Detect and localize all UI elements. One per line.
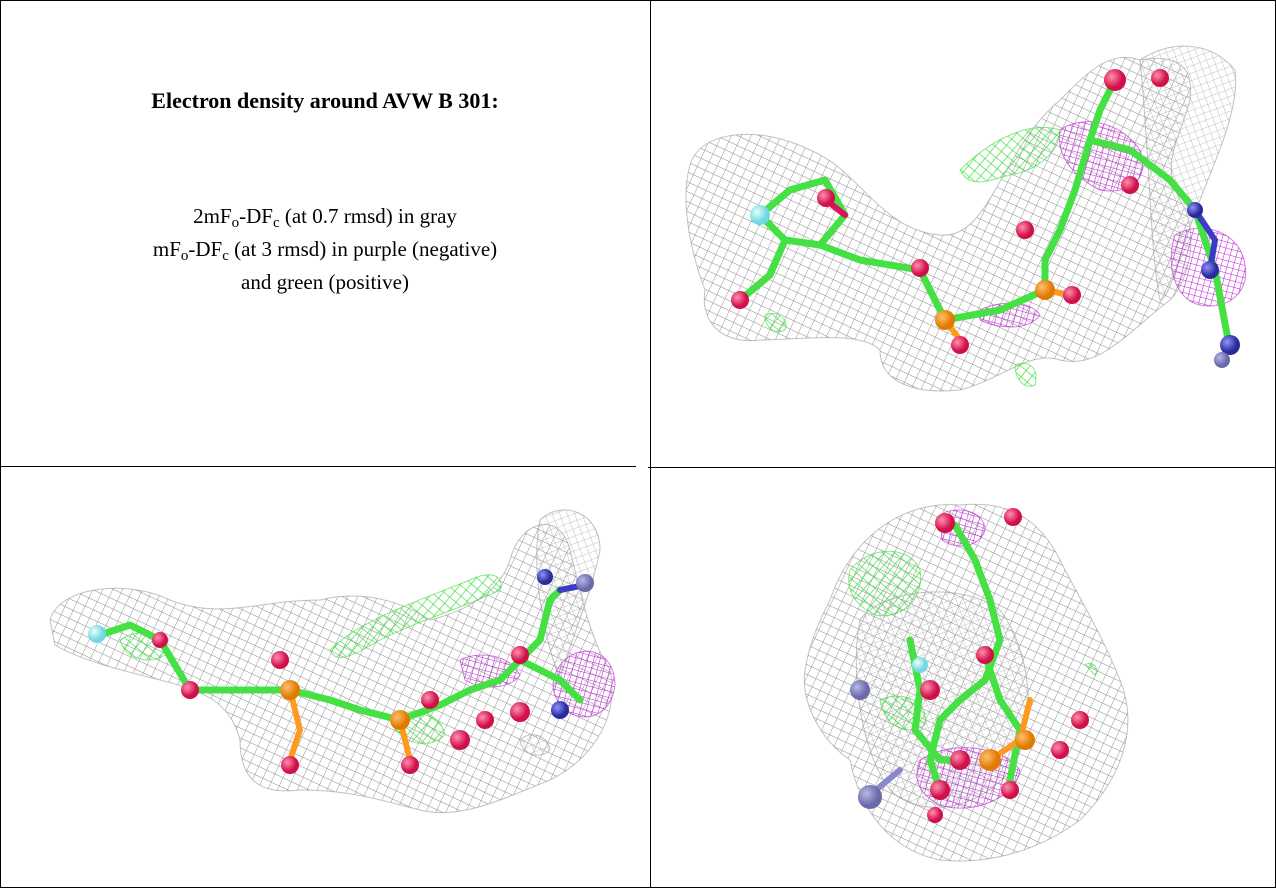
atom [281,756,299,774]
caption-text: mF [153,237,181,261]
caption-line: mFo-DFc (at 3 rmsd) in purple (negative) [0,233,650,266]
atom [1151,69,1169,87]
atom [576,574,594,592]
atom [1214,352,1230,368]
density-mesh [1015,363,1036,386]
atom [271,651,289,669]
atom [181,681,199,699]
figure-art [0,0,1276,888]
molecule-view-2 [50,510,615,813]
atom [476,711,494,729]
atom [1104,69,1126,91]
caption-text: 2mF [193,204,232,228]
atom [750,205,770,225]
caption-title: Electron density around AVW B 301: [0,88,650,114]
atom [450,730,470,750]
atom [1051,741,1069,759]
atom [1001,781,1019,799]
atom [927,807,943,823]
atom [1016,221,1034,239]
atom [911,259,929,277]
atom [850,680,870,700]
atom [1220,335,1240,355]
caption-text: (at 0.7 rmsd) in gray [280,204,457,228]
atom [979,749,1001,771]
caption-line: 2mFo-DFc (at 0.7 rmsd) in gray [0,200,650,233]
caption-text: -DF [188,237,222,261]
atom [935,310,955,330]
atom [858,785,882,809]
atom [511,646,529,664]
atom [817,189,835,207]
atom [731,291,749,309]
caption-line: and green (positive) [0,266,650,299]
atom [935,513,955,533]
caption-text: and green (positive) [241,270,409,294]
atom [912,657,928,673]
atom [401,756,419,774]
subscript: o [232,215,240,231]
atom [551,701,569,719]
atom [920,680,940,700]
atom [930,780,950,800]
atom [390,710,410,730]
atom [421,691,439,709]
density-mesh [50,525,612,813]
molecule-view-1 [686,46,1246,391]
atom [1201,261,1219,279]
atom [976,646,994,664]
molecule-view-3 [804,504,1128,861]
atom [1004,508,1022,526]
atom [951,336,969,354]
atom [1187,202,1203,218]
atom [510,702,530,722]
atom [1121,176,1139,194]
atom [1015,730,1035,750]
atom [537,569,553,585]
atom [280,680,300,700]
atom [152,632,168,648]
caption-text: -DF [239,204,273,228]
subscript: c [273,215,280,231]
figure: Electron density around AVW B 301: 2mFo-… [0,0,1276,888]
atom [88,625,106,643]
atom [950,750,970,770]
subscript: c [222,248,229,264]
caption-text: (at 3 rmsd) in purple (negative) [229,237,497,261]
atom [1035,280,1055,300]
atom [1063,286,1081,304]
atom [1071,711,1089,729]
